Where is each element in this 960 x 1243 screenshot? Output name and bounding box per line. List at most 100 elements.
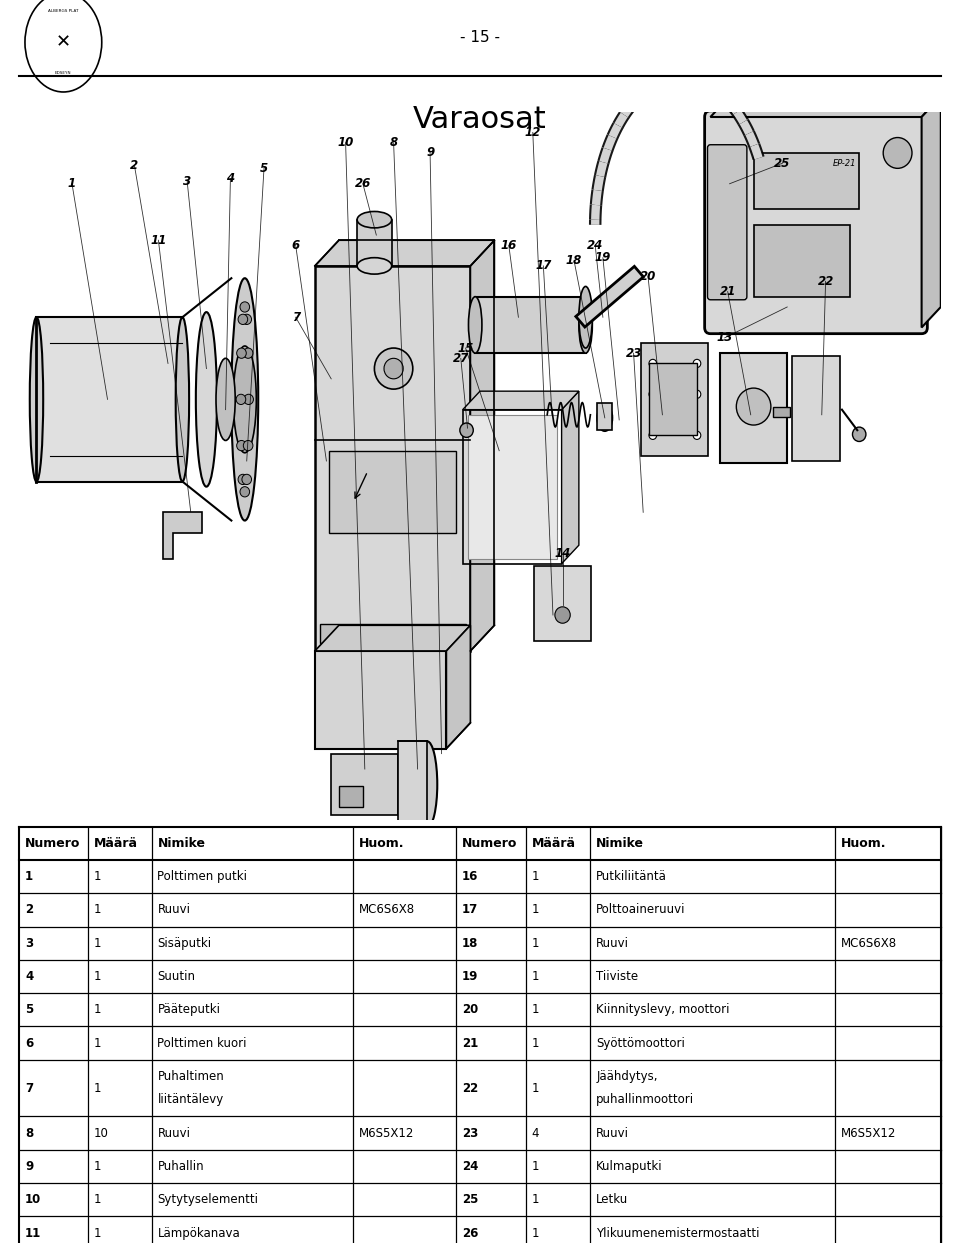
Bar (320, 624, 466, 643)
Text: Suutin: Suutin (157, 970, 196, 983)
Text: 7: 7 (292, 311, 300, 323)
Text: 22: 22 (462, 1081, 478, 1095)
Bar (597, 404, 612, 430)
Text: Polttoaineruuvi: Polttoaineruuvi (596, 904, 685, 916)
Bar (331, 753, 398, 815)
Text: 9: 9 (426, 147, 434, 159)
Text: Letku: Letku (596, 1193, 629, 1206)
Text: Jäähdytys,: Jäähdytys, (596, 1070, 658, 1083)
Circle shape (649, 431, 657, 440)
Text: ALBERGS PLAT: ALBERGS PLAT (48, 10, 79, 14)
Bar (468, 415, 557, 558)
Circle shape (649, 359, 657, 368)
Text: 20: 20 (640, 270, 656, 282)
Text: Putkiliitäntä: Putkiliitäntä (596, 870, 667, 883)
Text: 1: 1 (94, 870, 102, 883)
FancyBboxPatch shape (758, 66, 854, 102)
FancyBboxPatch shape (705, 111, 927, 333)
Text: Puhaltimen: Puhaltimen (157, 1070, 225, 1083)
Text: 1: 1 (532, 1081, 540, 1095)
Text: Lämpökanava: Lämpökanava (157, 1227, 240, 1239)
Text: 24: 24 (588, 239, 603, 252)
Text: Numero: Numero (25, 837, 81, 850)
Text: 1: 1 (532, 1160, 540, 1173)
Text: 8: 8 (390, 137, 397, 149)
Text: 14: 14 (555, 547, 570, 559)
Circle shape (240, 487, 250, 497)
Text: 18: 18 (462, 937, 478, 950)
Text: Sisäputki: Sisäputki (157, 937, 211, 950)
Circle shape (693, 359, 701, 368)
Ellipse shape (196, 312, 217, 487)
Text: 26: 26 (355, 178, 371, 190)
Text: 1: 1 (532, 870, 540, 883)
Text: 1: 1 (94, 1081, 102, 1095)
Bar (398, 741, 427, 828)
Text: 8: 8 (25, 1126, 34, 1140)
Text: 1: 1 (94, 970, 102, 983)
Text: 25: 25 (775, 157, 790, 170)
Bar (792, 357, 840, 461)
Polygon shape (470, 240, 494, 651)
Text: 21: 21 (720, 285, 735, 298)
Ellipse shape (233, 346, 256, 452)
Text: 23: 23 (462, 1126, 478, 1140)
Text: 16: 16 (501, 239, 516, 252)
Circle shape (374, 348, 413, 389)
Text: - 15 -: - 15 - (460, 30, 500, 45)
Text: 10: 10 (94, 1126, 108, 1140)
Text: Tiiviste: Tiiviste (596, 970, 638, 983)
Text: 1: 1 (532, 937, 540, 950)
Circle shape (240, 302, 250, 312)
Text: 2: 2 (131, 159, 138, 172)
Text: Ylikuumenemistermostaatti: Ylikuumenemistermostaatti (596, 1227, 759, 1239)
Text: 22: 22 (818, 275, 833, 288)
Text: Sytytyselementti: Sytytyselementti (157, 1193, 258, 1206)
Polygon shape (315, 625, 470, 651)
Text: 11: 11 (151, 234, 166, 246)
Text: Puhallin: Puhallin (157, 1160, 204, 1173)
Circle shape (376, 469, 401, 495)
Text: Määrä: Määrä (532, 837, 576, 850)
Polygon shape (562, 392, 579, 563)
Text: Syöttömoottori: Syöttömoottori (596, 1037, 685, 1049)
Text: 3: 3 (25, 937, 33, 950)
Text: 10: 10 (338, 137, 353, 149)
Circle shape (243, 440, 252, 451)
Circle shape (555, 607, 570, 623)
Text: 20: 20 (462, 1003, 478, 1017)
Polygon shape (446, 625, 470, 748)
Text: 5: 5 (260, 162, 268, 175)
Text: 1: 1 (532, 904, 540, 916)
Text: 18: 18 (566, 255, 582, 267)
Circle shape (243, 348, 252, 358)
Ellipse shape (579, 297, 592, 353)
Text: 21: 21 (462, 1037, 478, 1049)
Text: 1: 1 (94, 1160, 102, 1173)
Text: 3: 3 (183, 175, 191, 188)
Bar (754, 153, 859, 209)
Text: 1: 1 (532, 970, 540, 983)
Bar (315, 651, 446, 748)
Text: 2: 2 (25, 904, 33, 916)
Bar (36, 317, 182, 481)
Text: 1: 1 (94, 1227, 102, 1239)
Text: Määrä: Määrä (94, 837, 138, 850)
Ellipse shape (468, 297, 482, 353)
Ellipse shape (216, 358, 235, 440)
Text: Kulmaputki: Kulmaputki (596, 1160, 662, 1173)
Circle shape (693, 390, 701, 398)
Circle shape (736, 388, 771, 425)
Ellipse shape (597, 404, 612, 431)
Text: Nimike: Nimike (157, 837, 205, 850)
Text: 15: 15 (458, 342, 473, 354)
Text: Ruuvi: Ruuvi (157, 904, 190, 916)
Text: 1: 1 (94, 1003, 102, 1017)
Text: Huom.: Huom. (359, 837, 404, 850)
Polygon shape (922, 97, 941, 327)
Bar (315, 266, 470, 651)
Text: Pääteputki: Pääteputki (157, 1003, 221, 1017)
Ellipse shape (231, 278, 258, 521)
Text: 1: 1 (532, 1227, 540, 1239)
Bar (720, 353, 787, 464)
